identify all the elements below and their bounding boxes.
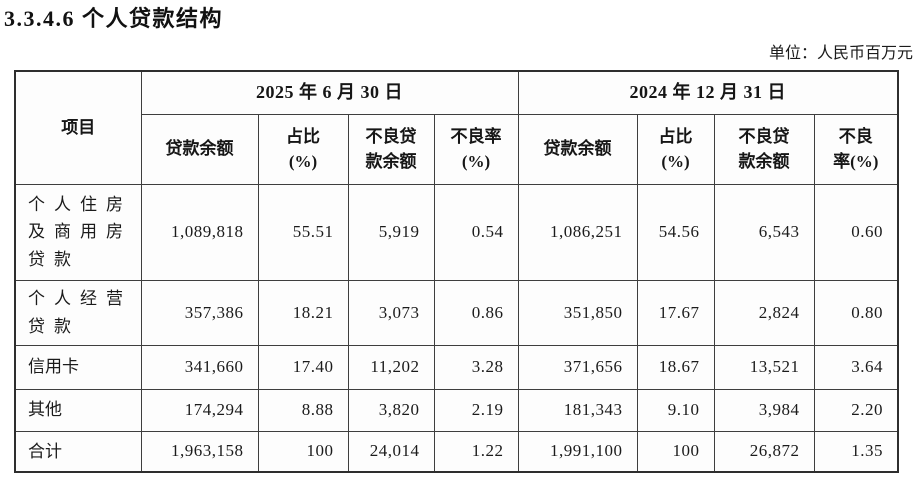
cell-npl-balance-2025: 3,073: [347, 279, 435, 346]
cell-npl-ratio-2025: 2.19: [433, 388, 519, 432]
row-label: 个人经营 贷款: [14, 279, 142, 346]
subheader-loan-balance-2024: 贷款余额: [517, 113, 638, 185]
cell-share-2024: 9.10: [636, 388, 715, 432]
cell-npl-balance-2024: 6,543: [713, 183, 815, 281]
cell-npl-balance-2025: 24,014: [347, 430, 435, 473]
cell-npl-ratio-2025: 0.54: [433, 183, 519, 281]
cell-npl-balance-2025: 3,820: [347, 388, 435, 432]
row-label: 合计: [14, 430, 142, 473]
cell-share-2024: 18.67: [636, 344, 715, 390]
header-item: 项目: [14, 70, 142, 185]
cell-share-2025: 55.51: [257, 183, 349, 281]
row-label: 个人住房 及商用房 贷款: [14, 183, 142, 281]
row-label: 信用卡: [14, 344, 142, 390]
header-period-2025: 2025 年 6 月 30 日: [140, 70, 519, 115]
cell-loan-balance-2025: 174,294: [140, 388, 259, 432]
cell-npl-ratio-2024: 3.64: [813, 344, 899, 390]
cell-share-2025: 100: [257, 430, 349, 473]
cell-loan-balance-2025: 357,386: [140, 279, 259, 346]
section-title: 3.3.4.6 个人贷款结构: [4, 6, 224, 31]
cell-loan-balance-2024: 371,656: [517, 344, 638, 390]
cell-share-2025: 8.88: [257, 388, 349, 432]
cell-share-2024: 100: [636, 430, 715, 473]
row-label: 其他: [14, 388, 142, 432]
cell-loan-balance-2025: 1,963,158: [140, 430, 259, 473]
subheader-loan-balance-2025: 贷款余额: [140, 113, 259, 185]
table-row-credit-card: 信用卡 341,660 17.40 11,202 3.28 371,656 18…: [14, 344, 899, 390]
unit-note: 单位：人民币百万元: [768, 45, 913, 62]
subheader-npl-balance-2024: 不良贷 款余额: [713, 113, 815, 185]
cell-loan-balance-2025: 1,089,818: [140, 183, 259, 281]
personal-loan-structure-table: 项目 2025 年 6 月 30 日 2024 年 12 月 31 日 贷款余额…: [14, 70, 899, 473]
cell-npl-ratio-2025: 0.86: [433, 279, 519, 346]
cell-loan-balance-2024: 1,991,100: [517, 430, 638, 473]
subheader-npl-ratio-2025: 不良率 (%): [433, 113, 519, 185]
cell-loan-balance-2024: 181,343: [517, 388, 638, 432]
cell-npl-ratio-2025: 1.22: [433, 430, 519, 473]
cell-loan-balance-2025: 341,660: [140, 344, 259, 390]
cell-npl-ratio-2024: 0.80: [813, 279, 899, 346]
cell-share-2024: 17.67: [636, 279, 715, 346]
cell-npl-balance-2024: 3,984: [713, 388, 815, 432]
table-header-period-row: 项目 2025 年 6 月 30 日 2024 年 12 月 31 日: [14, 70, 899, 185]
cell-npl-ratio-2024: 1.35: [813, 430, 899, 473]
subheader-npl-balance-2025: 不良贷 款余额: [347, 113, 435, 185]
cell-loan-balance-2024: 1,086,251: [517, 183, 638, 281]
cell-npl-balance-2024: 2,824: [713, 279, 815, 346]
cell-share-2025: 18.21: [257, 279, 349, 346]
cell-share-2024: 54.56: [636, 183, 715, 281]
cell-npl-balance-2024: 26,872: [713, 430, 815, 473]
report-page: 3.3.4.6 个人贷款结构 单位：人民币百万元 项目 2025 年 6 月 3…: [0, 5, 921, 489]
cell-loan-balance-2024: 351,850: [517, 279, 638, 346]
subheader-share-2025: 占比 (%): [257, 113, 349, 185]
cell-share-2025: 17.40: [257, 344, 349, 390]
table-row-business-loans: 个人经营 贷款 357,386 18.21 3,073 0.86 351,850…: [14, 279, 899, 346]
header-period-2024: 2024 年 12 月 31 日: [517, 70, 899, 115]
cell-npl-ratio-2024: 0.60: [813, 183, 899, 281]
table-row-other: 其他 174,294 8.88 3,820 2.19 181,343 9.10 …: [14, 388, 899, 432]
cell-npl-balance-2025: 11,202: [347, 344, 435, 390]
subheader-share-2024: 占比 (%): [636, 113, 715, 185]
table-row-housing-loans: 个人住房 及商用房 贷款 1,089,818 55.51 5,919 0.54 …: [14, 183, 899, 281]
table-row-total: 合计 1,963,158 100 24,014 1.22 1,991,100 1…: [14, 430, 899, 473]
table-header-label-row: 贷款余额 占比 (%) 不良贷 款余额 不良率 (%) 贷款余额 占比 (%) …: [15, 113, 899, 185]
cell-npl-balance-2024: 13,521: [713, 344, 815, 390]
subheader-npl-ratio-2024: 不良 率(%): [813, 113, 899, 185]
cell-npl-ratio-2025: 3.28: [433, 344, 519, 390]
cell-npl-ratio-2024: 2.20: [813, 388, 899, 432]
cell-npl-balance-2025: 5,919: [347, 183, 435, 281]
